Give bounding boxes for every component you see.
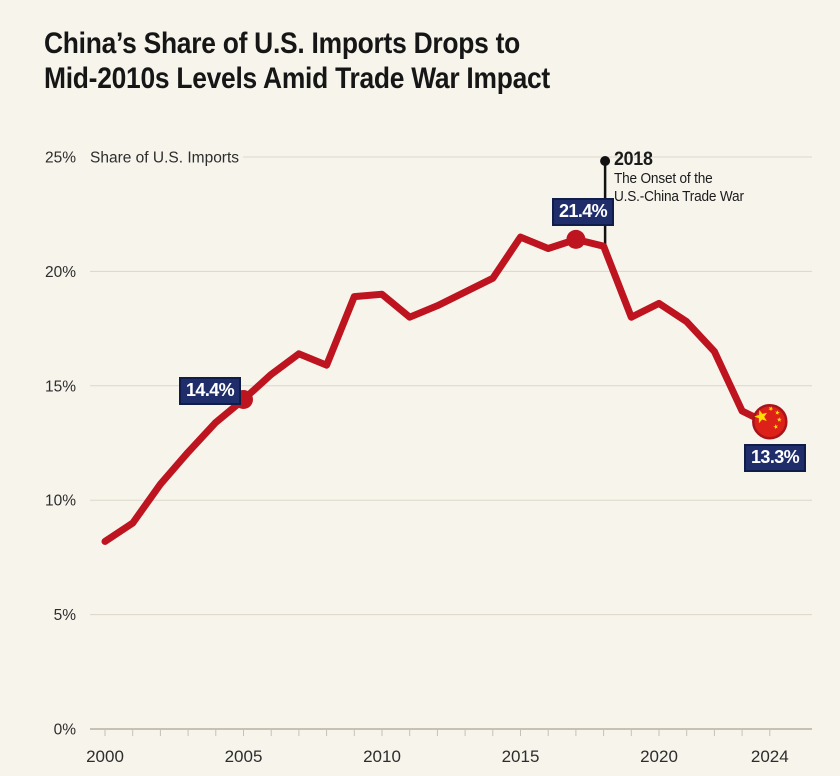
value-badge-2005: 14.4% [179,377,242,405]
annotation-year: 2018 [614,149,653,170]
value-badge-2024: 13.3% [744,444,807,472]
x-tick-label-2020: 2020 [640,747,678,766]
x-tick-label-2024: 2024 [751,747,789,766]
x-tick-label-2010: 2010 [363,747,401,766]
trade-war-marker-dot [600,156,611,166]
y-axis-title: Share of U.S. Imports [90,150,239,167]
trade-war-annotation: 2018 The Onset of the U.S.-China Trade W… [614,150,764,206]
annotation-text-line2: U.S.-China Trade War [614,189,744,205]
x-tick-label-2015: 2015 [502,747,540,766]
annotation-text-line1: The Onset of the [614,171,713,187]
chart-title: China’s Share of U.S. Imports Drops to M… [44,27,550,96]
y-tick-label-10%: 10% [45,493,76,510]
flag-small-star-3 [776,417,782,422]
flag-big-star [754,410,768,424]
china-share-line [101,233,774,545]
flag-small-star-2 [775,410,780,415]
x-tick-label-2005: 2005 [225,747,263,766]
flag-small-star-1 [768,406,774,412]
y-tick-label-0%: 0% [54,722,77,739]
x-tick-label-2000: 2000 [86,747,124,766]
flag-small-star-4 [773,424,778,430]
y-tick-label-20%: 20% [45,264,76,281]
y-tick-label-15%: 15% [45,378,76,395]
value-badge-2017: 21.4% [552,198,615,226]
y-tick-label-25%: 25% [45,150,76,167]
china-flag-ball [752,403,788,440]
y-tick-label-5%: 5% [54,607,77,624]
data-dot-2017 [566,229,586,249]
